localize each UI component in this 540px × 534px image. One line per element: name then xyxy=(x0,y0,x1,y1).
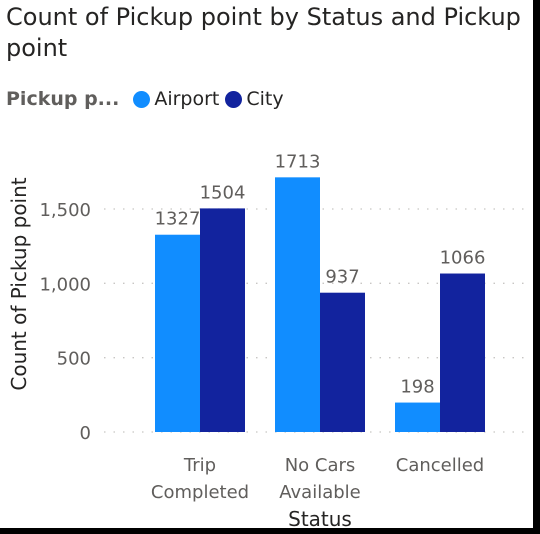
y-tick-label: 500 xyxy=(57,349,91,370)
y-tick-label: 1,500 xyxy=(39,200,91,221)
x-tick-label: Available xyxy=(279,482,360,503)
data-label: 1504 xyxy=(200,182,246,203)
x-tick-label: Cancelled xyxy=(396,455,484,476)
legend-label-airport: Airport xyxy=(154,88,220,110)
chart-card: Count of Pickup point by Status and Pick… xyxy=(0,0,533,528)
data-label: 1066 xyxy=(440,248,486,269)
bar-airport[interactable] xyxy=(275,177,320,432)
bar-city[interactable] xyxy=(320,292,365,432)
legend-label-city: City xyxy=(246,88,284,110)
data-label: 198 xyxy=(400,377,434,398)
x-tick-label: No Cars xyxy=(285,455,356,476)
legend-marker-airport xyxy=(133,90,151,108)
bar-city[interactable] xyxy=(200,208,245,432)
x-tick-label: Trip xyxy=(183,455,216,476)
legend-item-city[interactable]: City xyxy=(225,88,284,110)
legend-marker-city xyxy=(225,90,243,108)
bar-city[interactable] xyxy=(440,273,485,432)
chart-legend: Pickup p... Airport City xyxy=(6,86,290,112)
bar-airport[interactable] xyxy=(395,402,440,432)
data-label: 1327 xyxy=(155,209,201,230)
legend-item-airport[interactable]: Airport xyxy=(133,88,219,110)
bar-chart-plot: 0 500 1,000 1,500 1327 1504 Trip Completed 1713 9… xyxy=(7,151,528,528)
y-tick-label: 1,000 xyxy=(39,274,91,295)
data-label: 1713 xyxy=(275,151,321,172)
chart-title: Count of Pickup point by Status and Pick… xyxy=(6,3,521,62)
x-tick-label: Completed xyxy=(151,482,249,503)
y-tick-label: 0 xyxy=(80,423,91,444)
bar-airport[interactable] xyxy=(155,234,200,432)
data-label: 937 xyxy=(325,267,359,288)
legend-title: Pickup p... xyxy=(6,88,120,110)
y-axis-title: Count of Pickup point xyxy=(7,177,31,390)
x-axis-title: Status xyxy=(288,507,352,528)
